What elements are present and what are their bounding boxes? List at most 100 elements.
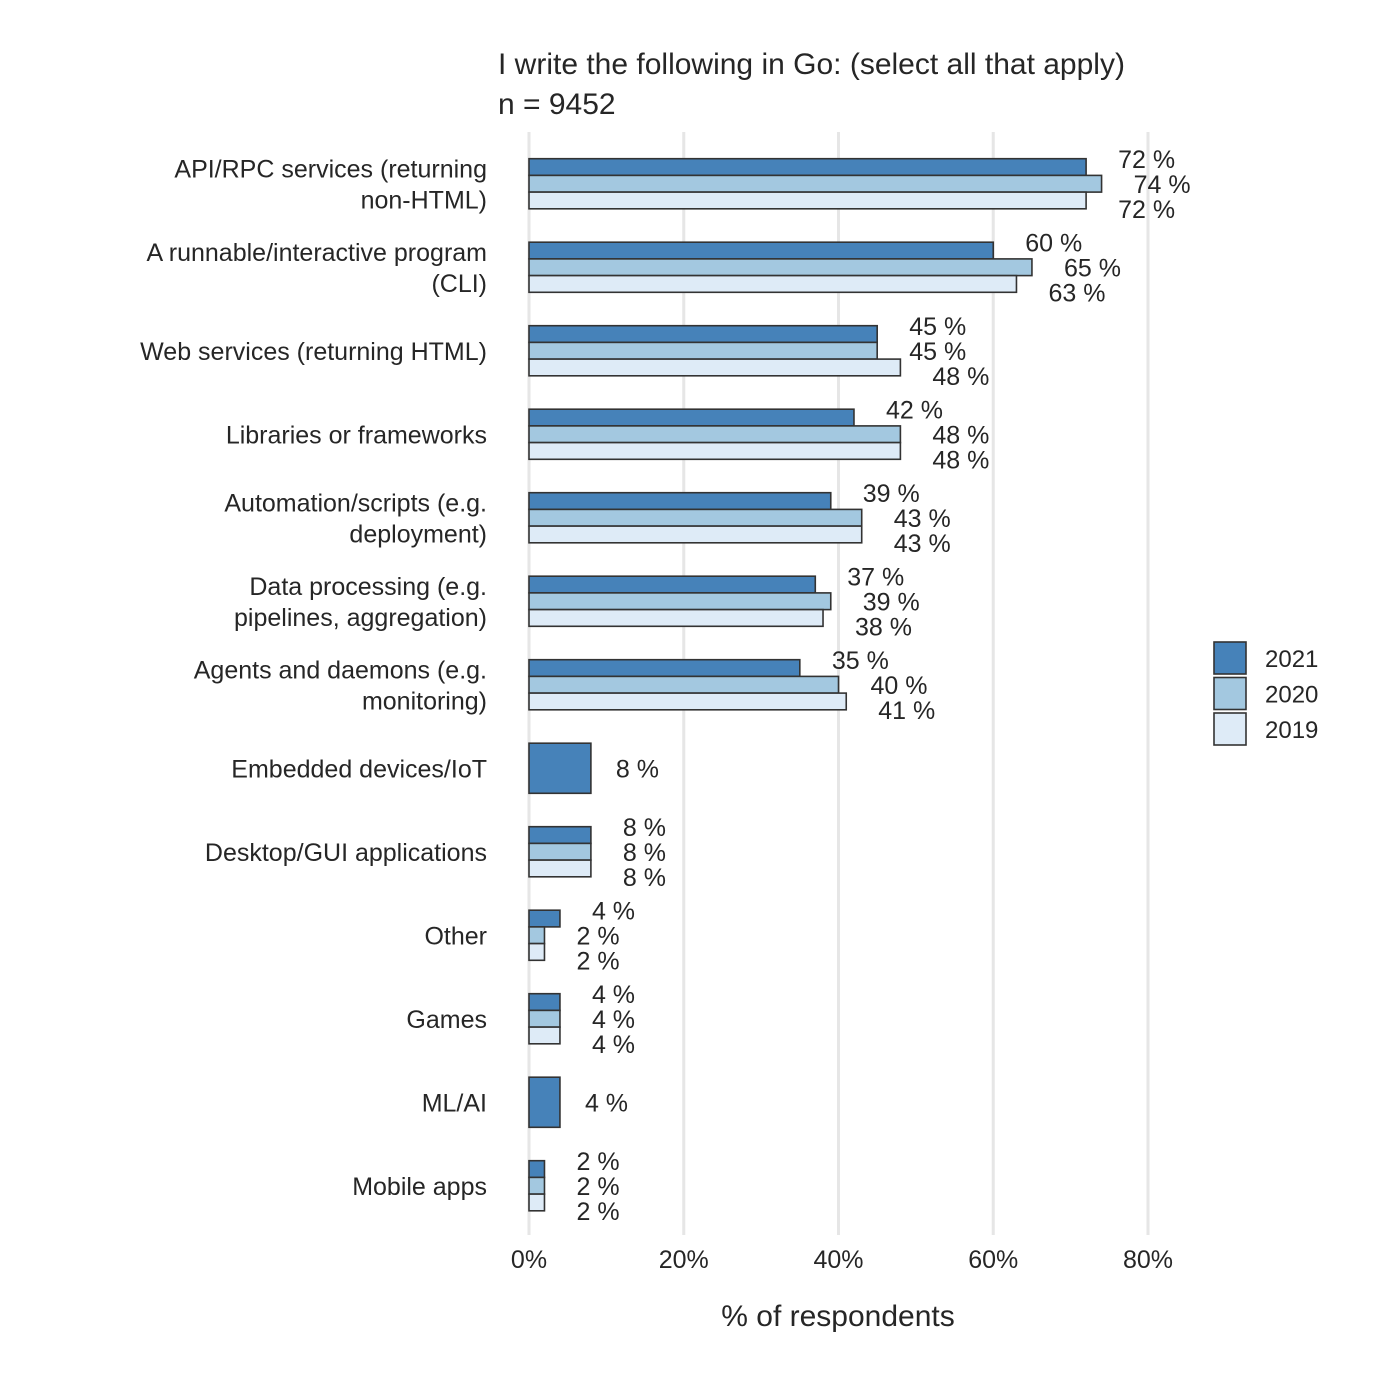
bar-2020-0	[528, 174, 1103, 193]
bar-2019-0	[528, 191, 1087, 210]
x-axis-title: % of respondents	[721, 1300, 954, 1333]
x-tick-label-1: 20%	[659, 1246, 709, 1274]
category-label-9-0: Other	[424, 922, 487, 950]
bar-2019-2	[528, 358, 902, 377]
category-label-12-0: Mobile apps	[352, 1173, 487, 1201]
bar-2019-8	[528, 859, 592, 878]
value-label-2021-12: 2 %	[576, 1148, 619, 1176]
bar-2021-8	[528, 825, 592, 845]
bar-2019-12	[528, 1193, 546, 1212]
bar-2021-5	[528, 575, 817, 594]
value-label-2019-6: 41 %	[878, 697, 935, 725]
category-label-1-0: A runnable/interactive program	[147, 239, 487, 267]
bar-2019-10	[528, 1026, 561, 1045]
bar-2020-3	[528, 425, 902, 444]
category-label-1-1: (CLI)	[431, 270, 487, 298]
value-label-2021-3: 42 %	[886, 396, 943, 424]
chart-title-line-1: n = 9452	[498, 88, 616, 121]
value-label-2020-0: 74 %	[1134, 171, 1191, 199]
value-label-2021-2: 45 %	[909, 313, 966, 341]
value-label-2019-1: 63 %	[1048, 279, 1105, 307]
value-label-2021-8: 8 %	[623, 814, 666, 842]
bar-2019-1	[528, 274, 1018, 294]
category-label-5-0: Data processing (e.g.	[249, 573, 487, 601]
category-label-0-0: API/RPC services (returning	[174, 155, 487, 183]
chart-title-line-0: I write the following in Go: (select all…	[498, 48, 1125, 81]
value-label-2020-5: 39 %	[863, 588, 920, 616]
value-label-2021-7: 8 %	[616, 755, 659, 783]
value-label-2019-10: 4 %	[592, 1031, 635, 1059]
value-label-2020-8: 8 %	[623, 839, 666, 867]
bar-2021-4	[528, 491, 832, 511]
bar-2020-1	[528, 258, 1033, 277]
legend-swatch-2020	[1213, 676, 1247, 711]
category-label-8-0: Desktop/GUI applications	[205, 839, 487, 867]
category-label-10-0: Games	[406, 1006, 487, 1034]
bar-2021-12	[528, 1159, 546, 1179]
value-label-2021-4: 39 %	[863, 480, 920, 508]
legend-label-2020: 2020	[1265, 682, 1318, 709]
category-label-6-0: Agents and daemons (e.g.	[194, 656, 487, 684]
x-tick-label-4: 80%	[1123, 1246, 1173, 1274]
category-label-6-1: monitoring)	[362, 687, 487, 715]
value-label-2021-1: 60 %	[1025, 229, 1082, 257]
x-tick-label-2: 40%	[813, 1246, 863, 1274]
bar-2021-6	[528, 658, 801, 678]
bar-2019-5	[528, 608, 824, 628]
category-label-7-0: Embedded devices/IoT	[231, 755, 487, 783]
bar-2019-9	[528, 942, 546, 962]
value-label-2021-9: 4 %	[592, 897, 635, 925]
value-label-2020-9: 2 %	[576, 922, 619, 950]
category-label-0-1: non-HTML)	[361, 186, 487, 214]
value-label-2019-9: 2 %	[576, 947, 619, 975]
category-label-4-1: deployment)	[349, 520, 487, 548]
value-label-2021-6: 35 %	[832, 647, 889, 675]
bar-2020-10	[528, 1009, 561, 1028]
value-label-2020-3: 48 %	[932, 421, 989, 449]
bar-2021-1	[528, 241, 995, 260]
value-label-2021-0: 72 %	[1118, 146, 1175, 174]
bar-2019-6	[528, 692, 848, 711]
value-label-2019-0: 72 %	[1118, 196, 1175, 224]
value-label-2021-10: 4 %	[592, 981, 635, 1009]
bar-2020-12	[528, 1176, 546, 1195]
bar-2020-2	[528, 341, 878, 360]
bar-2021-9	[528, 909, 561, 928]
value-label-2020-1: 65 %	[1064, 254, 1121, 282]
bar-2020-5	[528, 592, 832, 611]
value-label-2019-8: 8 %	[623, 864, 666, 892]
bar-2021-2	[528, 324, 878, 344]
bar-2021-3	[528, 408, 855, 427]
legend-label-2021: 2021	[1265, 646, 1318, 673]
value-label-2019-4: 43 %	[894, 530, 951, 558]
category-label-5-1: pipelines, aggregation)	[234, 604, 487, 632]
bar-2020-9	[528, 926, 546, 945]
value-label-2020-2: 45 %	[909, 338, 966, 366]
bar-2020-4	[528, 508, 863, 527]
bar-2021-10	[528, 992, 561, 1012]
bar-2019-3	[528, 441, 902, 461]
bar-2020-6	[528, 675, 840, 694]
bar-2021-7	[528, 742, 592, 795]
bar-2021-11	[528, 1076, 561, 1129]
category-label-2-0: Web services (returning HTML)	[140, 338, 487, 366]
value-label-2019-12: 2 %	[576, 1198, 619, 1226]
value-label-2020-12: 2 %	[576, 1173, 619, 1201]
legend-label-2019: 2019	[1265, 717, 1318, 744]
value-label-2021-11: 4 %	[585, 1089, 628, 1117]
value-label-2020-4: 43 %	[894, 505, 951, 533]
category-label-4-0: Automation/scripts (e.g.	[224, 489, 487, 517]
legend-swatch-2019	[1213, 712, 1247, 746]
category-label-3-0: Libraries or frameworks	[226, 421, 487, 449]
x-tick-label-3: 60%	[968, 1246, 1018, 1274]
value-label-2019-2: 48 %	[932, 363, 989, 391]
value-label-2019-5: 38 %	[855, 613, 912, 641]
value-label-2021-5: 37 %	[847, 563, 904, 591]
bar-2019-4	[528, 525, 863, 544]
value-label-2019-3: 48 %	[932, 446, 989, 474]
value-label-2020-6: 40 %	[871, 672, 928, 700]
legend-swatch-2021	[1213, 641, 1247, 675]
bar-2021-0	[528, 157, 1087, 177]
value-label-2020-10: 4 %	[592, 1006, 635, 1034]
